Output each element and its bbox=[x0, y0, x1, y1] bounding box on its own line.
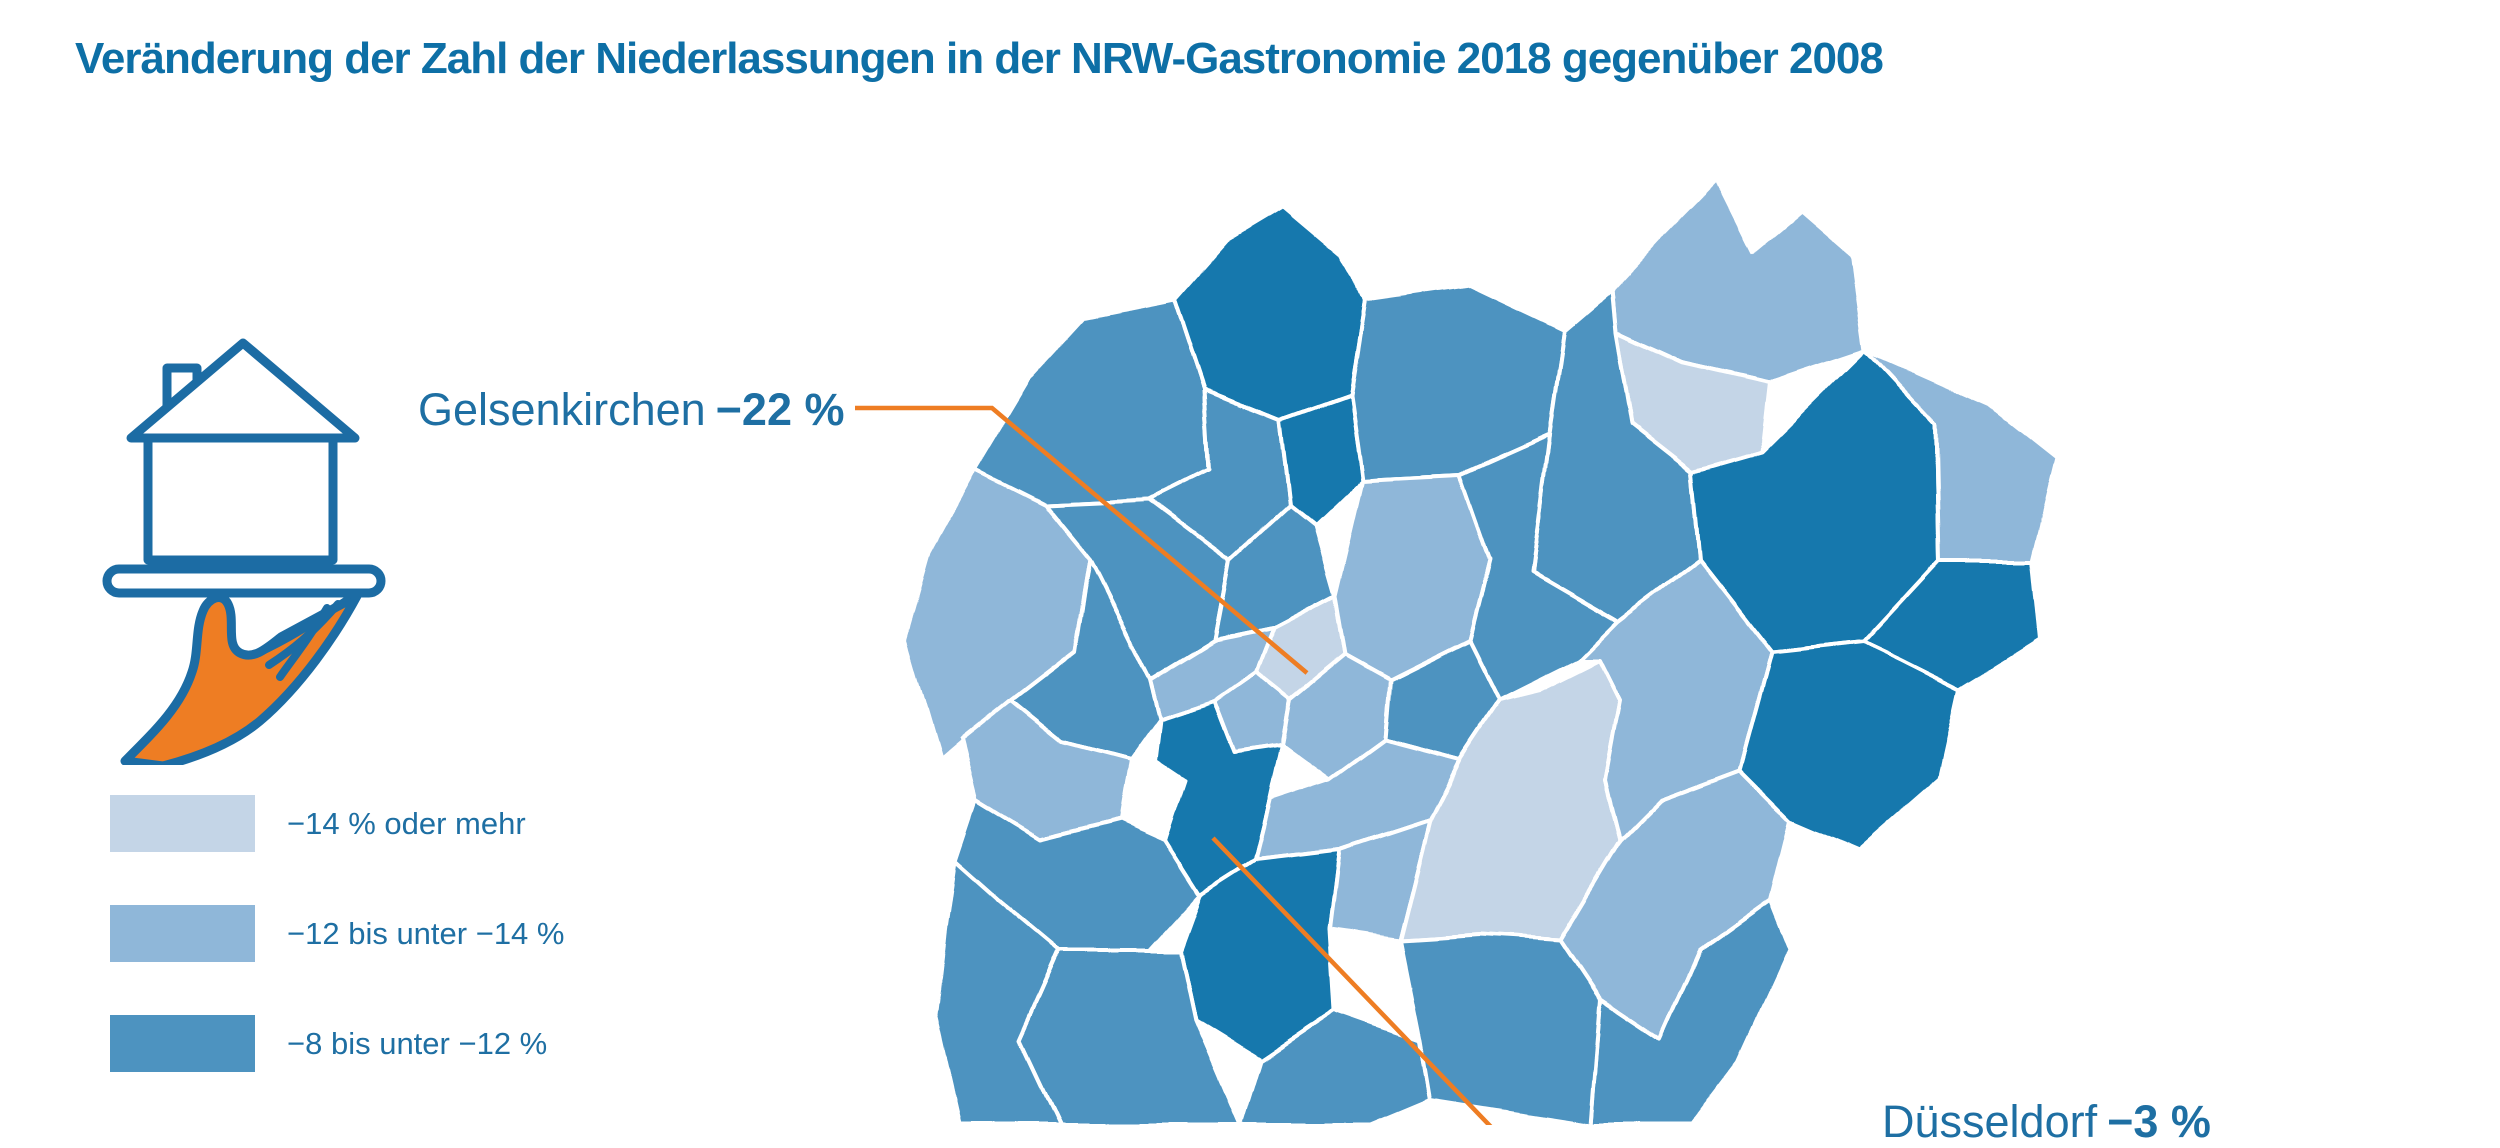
chart-title: Veränderung der Zahl der Niederlassungen… bbox=[75, 34, 1884, 83]
tray-icon bbox=[102, 564, 386, 598]
house-icon bbox=[126, 338, 360, 565]
map-region-olpe bbox=[1398, 933, 1602, 1125]
house-walls-icon bbox=[143, 430, 338, 565]
map-region-aachen bbox=[933, 858, 1062, 1125]
map-regions bbox=[903, 178, 2059, 1125]
duesseldorf-leader-line bbox=[1211, 836, 1493, 1125]
legend-label: −8 bis unter −12 % bbox=[287, 1025, 548, 1061]
duesseldorf-value: −3 % bbox=[2107, 1096, 2211, 1147]
legend: −14 % oder mehr −12 bis unter −14 % −8 b… bbox=[110, 795, 670, 1125]
map-region-borken bbox=[973, 298, 1212, 507]
map-region-steinfurt bbox=[1173, 205, 1367, 422]
house-roof-icon bbox=[126, 338, 360, 443]
legend-swatch-medium bbox=[110, 1015, 255, 1072]
legend-item-14-oder-mehr: −14 % oder mehr bbox=[110, 795, 670, 852]
gelsenkirchen-label: Gelsenkirchen bbox=[418, 384, 706, 435]
hand-icon bbox=[120, 591, 362, 765]
nrw-choropleth-map bbox=[855, 178, 2059, 1125]
duesseldorf-label: Düsseldorf bbox=[1882, 1096, 2098, 1147]
gelsenkirchen-leader-line bbox=[855, 405, 1309, 675]
map-region-muenster bbox=[1278, 393, 1364, 527]
legend-item-12-bis-14: −12 bis unter −14 % bbox=[110, 905, 670, 962]
infographic-page: { "title": "Veränderung der Zahl der Nie… bbox=[75, 34, 2211, 1147]
legend-label: −12 bis unter −14 % bbox=[287, 915, 565, 951]
gelsenkirchen-value: −22 % bbox=[715, 384, 845, 435]
gelsenkirchen-annotation: Gelsenkirchen −22 % bbox=[418, 384, 845, 436]
legend-item-8-bis-12: −8 bis unter −12 % bbox=[110, 1015, 670, 1072]
legend-swatch-light bbox=[110, 905, 255, 962]
legend-label: −14 % oder mehr bbox=[287, 805, 526, 841]
legend-swatch-lightest bbox=[110, 795, 255, 852]
house-on-serving-hand-icon bbox=[102, 338, 386, 765]
duesseldorf-annotation: Düsseldorf −3 % bbox=[1882, 1096, 2211, 1148]
finger-lines-icon bbox=[254, 596, 351, 681]
